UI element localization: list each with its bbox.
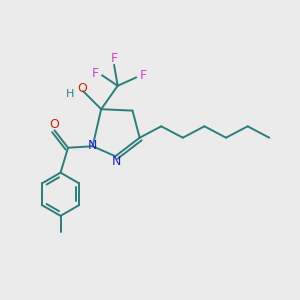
Text: O: O	[77, 82, 87, 95]
Text: O: O	[49, 118, 59, 131]
Text: N: N	[112, 155, 121, 168]
Text: F: F	[139, 69, 146, 82]
Text: N: N	[88, 139, 97, 152]
Text: F: F	[110, 52, 118, 65]
Text: F: F	[92, 67, 99, 80]
Text: H: H	[66, 89, 75, 99]
